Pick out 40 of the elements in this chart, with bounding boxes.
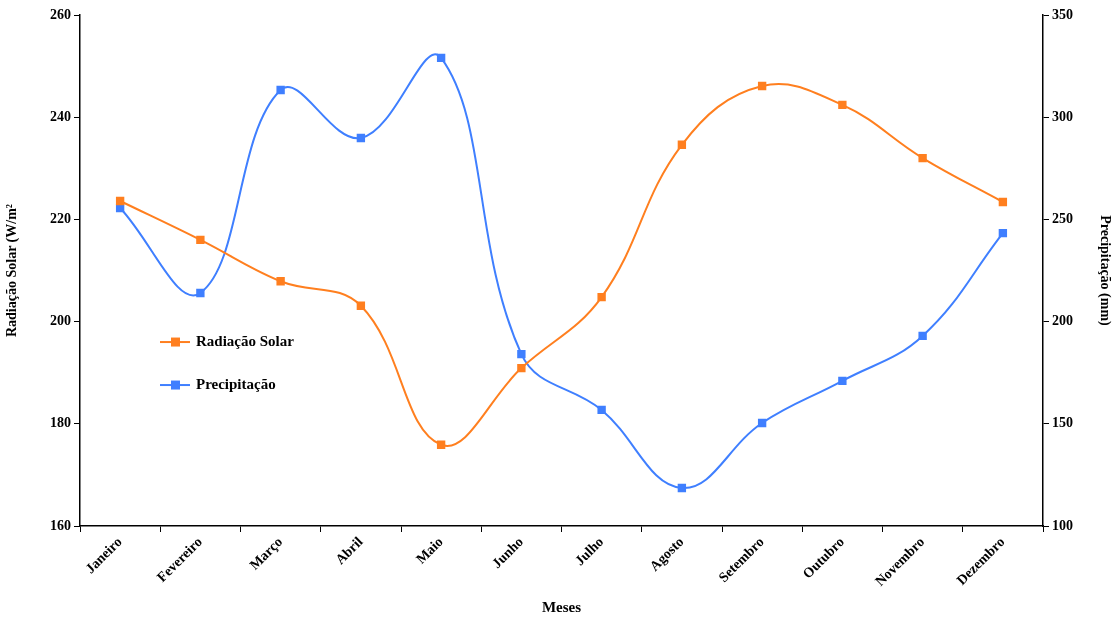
y2-axis-title: Precipitação (mm) xyxy=(1096,215,1113,327)
point xyxy=(838,100,847,110)
point xyxy=(918,331,927,341)
point xyxy=(597,405,606,415)
point xyxy=(356,133,366,143)
point xyxy=(115,196,125,206)
point xyxy=(196,235,205,245)
point xyxy=(918,153,927,163)
point xyxy=(677,483,687,493)
y2-tick-label: 300 xyxy=(1052,108,1073,124)
point xyxy=(597,292,606,302)
point xyxy=(998,197,1008,207)
y-tick-label: 180 xyxy=(50,415,71,431)
legend-label: Precipitação xyxy=(196,375,276,392)
y-tick-label: 200 xyxy=(50,313,71,329)
y-tick-label: 220 xyxy=(50,211,71,227)
y-axis-title: Radiação Solar (W/m² xyxy=(4,203,21,338)
point xyxy=(757,81,767,91)
point xyxy=(436,440,446,449)
x-axis-title: Meses xyxy=(541,598,582,615)
point xyxy=(436,53,446,63)
y2-tick-label: 150 xyxy=(1052,415,1073,431)
y-tick-label: 240 xyxy=(50,108,71,124)
point xyxy=(998,228,1008,238)
point xyxy=(757,418,767,428)
y2-tick-label: 200 xyxy=(1052,313,1073,329)
point xyxy=(677,140,687,149)
point xyxy=(356,301,366,310)
y-tick-label: 160 xyxy=(50,517,71,533)
point xyxy=(838,376,847,386)
y2-tick-label: 100 xyxy=(1052,517,1073,533)
point xyxy=(517,349,526,359)
point xyxy=(276,277,285,286)
y2-tick-label: 350 xyxy=(1052,6,1073,22)
point xyxy=(517,363,526,373)
y-tick-label: 260 xyxy=(50,6,71,22)
legend-label: Radiação Solar xyxy=(196,332,295,349)
point xyxy=(276,85,285,95)
y2-tick-label: 250 xyxy=(1052,211,1073,227)
point xyxy=(196,288,205,298)
